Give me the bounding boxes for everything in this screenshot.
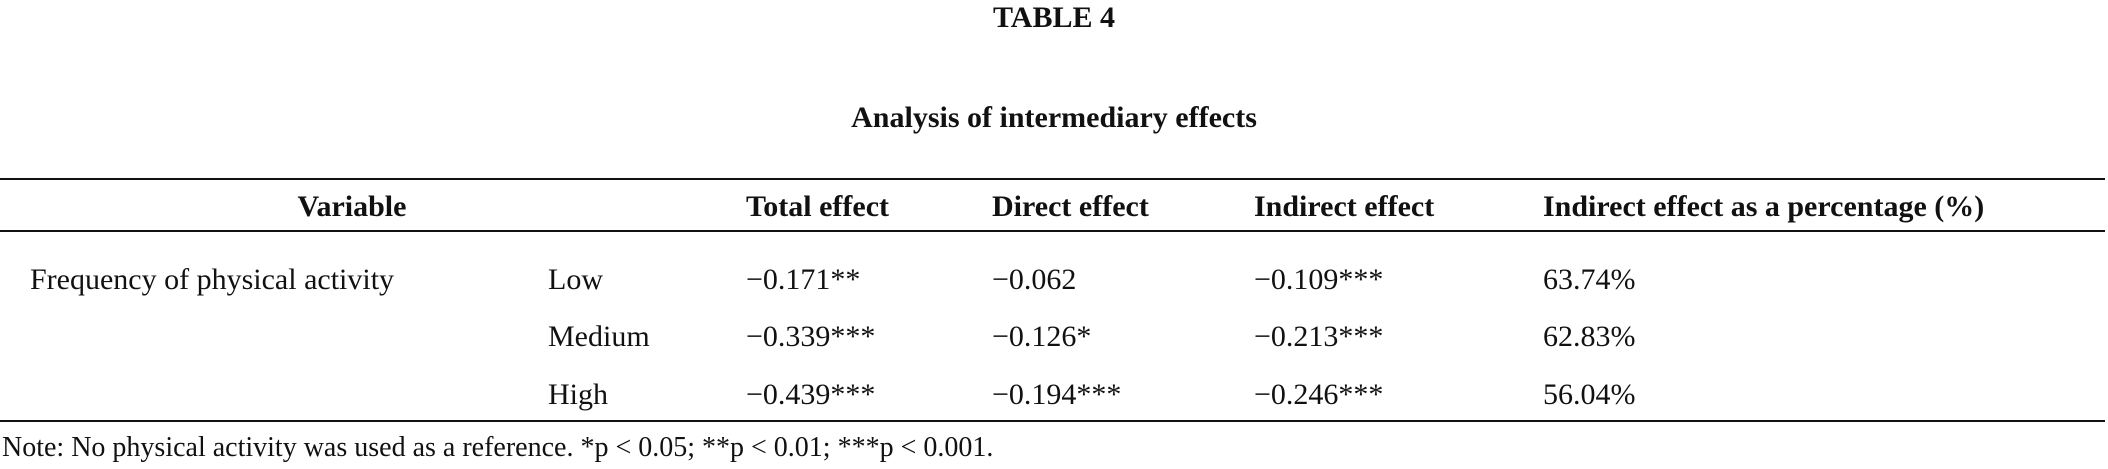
group-label: Frequency of physical activity <box>30 263 395 296</box>
row-label: High <box>548 378 608 411</box>
table-title: Analysis of intermediary effects <box>851 101 1257 134</box>
cell: 62.83% <box>1543 320 1636 353</box>
column-header: Variable <box>297 190 407 223</box>
table-label: TABLE 4 <box>993 1 1115 34</box>
cell: −0.213*** <box>1254 320 1384 353</box>
cell: 63.74% <box>1543 263 1636 296</box>
column-header: Direct effect <box>992 190 1149 223</box>
row-label: Medium <box>548 320 650 353</box>
row-label: Low <box>548 263 603 296</box>
table-note: Note: No physical activity was used as a… <box>2 432 994 463</box>
cell: 56.04% <box>1543 378 1636 411</box>
cell: −0.246*** <box>1254 378 1384 411</box>
column-header: Total effect <box>746 190 889 223</box>
header-rule <box>0 230 2105 232</box>
cell: −0.062 <box>992 263 1077 296</box>
cell: −0.109*** <box>1254 263 1384 296</box>
cell: −0.171** <box>746 263 861 296</box>
cell: −0.339*** <box>746 320 876 353</box>
cell: −0.126* <box>992 320 1092 353</box>
cell: −0.439*** <box>746 378 876 411</box>
column-header: Indirect effect as a percentage (%) <box>1543 190 1985 223</box>
bottom-rule <box>0 420 2105 422</box>
cell: −0.194*** <box>992 378 1122 411</box>
column-header: Indirect effect <box>1254 190 1435 223</box>
top-rule <box>0 178 2105 180</box>
